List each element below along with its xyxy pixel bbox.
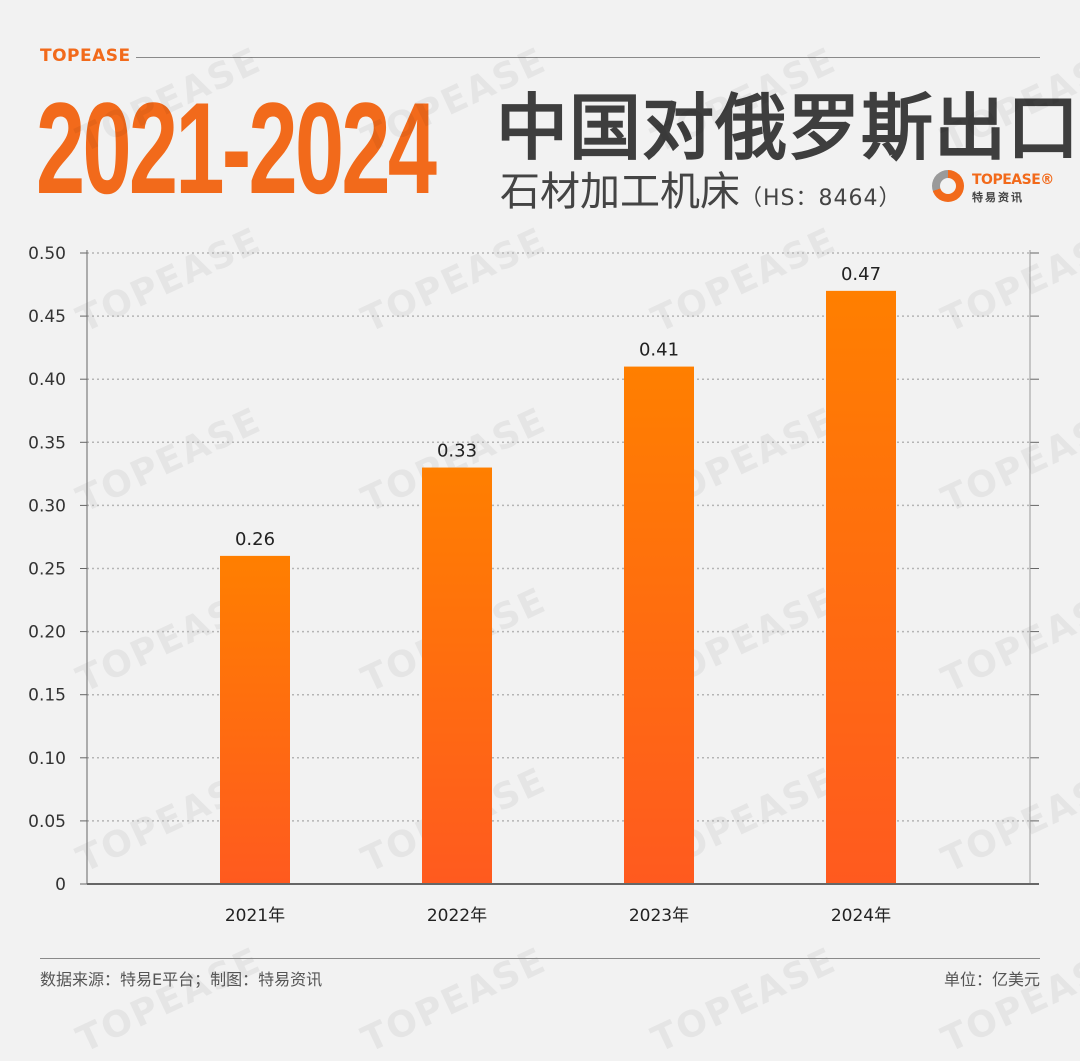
hs-code: （HS：8464） xyxy=(740,186,902,211)
y-tick-label: 0.40 xyxy=(28,370,66,390)
bar xyxy=(826,290,896,884)
bottom-divider xyxy=(40,958,1040,959)
y-tick-label: 0.20 xyxy=(28,623,66,643)
y-tick-label: 0.15 xyxy=(28,686,66,706)
year-range-title: 2021-2024 xyxy=(36,75,437,221)
x-axis-ticks: 2021年 2022年 2023年 2024年 xyxy=(225,906,891,926)
y-tick-label: 0.35 xyxy=(28,433,66,453)
y-tick-label: 0.30 xyxy=(28,496,66,516)
logo-text-en: TOPEASE® xyxy=(972,172,1054,188)
topease-logo: TOPEASE® 特易资讯 xyxy=(932,170,1054,210)
subtitle-text: 石材加工机床 xyxy=(500,169,740,215)
data-label: 0.33 xyxy=(437,441,477,462)
x-tick-label: 2021年 xyxy=(225,906,285,926)
x-tick-label: 2023年 xyxy=(629,906,689,926)
value-labels: 0.26 0.33 0.41 0.47 xyxy=(235,264,881,550)
axes xyxy=(86,250,1039,885)
y-tick-label: 0.05 xyxy=(28,812,66,832)
logo-ring-icon xyxy=(932,170,964,202)
y-axis-ticks: 0 0.05 0.10 0.15 0.20 0.25 0.30 0.35 0.40 0.45 0.5… xyxy=(28,244,66,895)
brand-label: TOPEASE xyxy=(40,46,131,66)
bar xyxy=(220,555,290,884)
data-label: 0.47 xyxy=(841,264,881,285)
y-tick-label: 0.45 xyxy=(28,307,66,327)
bar-chart: 0 0.05 0.10 0.15 0.20 0.25 0.30 0.35 0.40 0.45 0.5… xyxy=(28,244,1039,926)
bar xyxy=(624,366,694,884)
page-subtitle: 石材加工机床（HS：8464） xyxy=(500,168,902,223)
y-tick-label: 0.10 xyxy=(28,749,66,769)
logo-text-cn: 特易资讯 xyxy=(972,191,1024,204)
x-tick-label: 2022年 xyxy=(427,906,487,926)
data-source-note: 数据来源：特易E平台；制图：特易资讯 xyxy=(40,970,323,989)
data-label: 0.26 xyxy=(235,529,275,550)
data-label: 0.41 xyxy=(639,340,679,361)
top-divider xyxy=(136,57,1040,58)
y-tick-label: 0.25 xyxy=(28,560,66,580)
x-tick-label: 2024年 xyxy=(831,906,891,926)
bars xyxy=(220,290,896,884)
unit-note: 单位：亿美元 xyxy=(943,970,1040,989)
bar xyxy=(422,467,492,884)
page-title: 中国对俄罗斯出口 xyxy=(496,86,1080,170)
y-tick-label: 0.50 xyxy=(28,244,66,264)
y-tick-label: 0 xyxy=(55,875,66,895)
